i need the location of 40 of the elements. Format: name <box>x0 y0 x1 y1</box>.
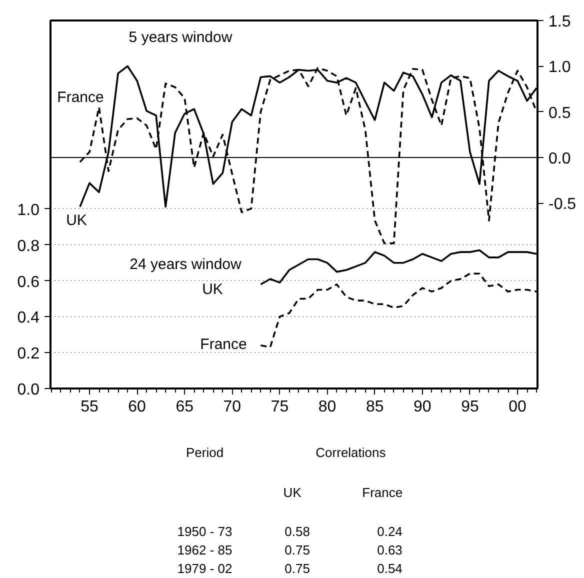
x-tick-label: 55 <box>80 398 98 416</box>
y2-tick-label: 1.5 <box>548 14 571 30</box>
annotation: France <box>200 336 247 353</box>
y-tick-label: 0.0 <box>17 382 40 398</box>
x-tick-label: 95 <box>461 398 479 416</box>
y-tick-label: 0.8 <box>17 238 40 255</box>
text: France <box>362 485 403 500</box>
text: 1950 - 73 <box>177 524 232 539</box>
annotation: UK <box>66 212 87 229</box>
text: 0.75 <box>284 542 310 558</box>
x-tick-label: 70 <box>223 398 242 416</box>
y2-tick-label: 0.0 <box>548 150 571 168</box>
y2-tick-label: -0.5 <box>548 196 576 214</box>
annotation: 5 years window <box>128 29 232 46</box>
y-tick-label: 0.2 <box>17 346 40 363</box>
text: 0.63 <box>377 542 402 558</box>
x-tick-label: 85 <box>366 398 384 416</box>
text: UK <box>283 485 302 500</box>
annotation: 24 years window <box>130 256 242 273</box>
y-tick-label: 0.6 <box>17 274 40 291</box>
text: 0.24 <box>377 524 402 539</box>
x-tick-label: 60 <box>128 398 146 416</box>
y2-tick-label: 1.0 <box>548 59 571 76</box>
x-tick-label: 65 <box>176 398 194 416</box>
annotation: France <box>57 89 104 106</box>
y2-tick-label: 0.5 <box>548 104 571 122</box>
text: 0.58 <box>284 524 310 539</box>
x-tick-label: 90 <box>414 398 432 416</box>
x-tick-label: 00 <box>508 398 527 416</box>
text: 1979 - 02 <box>177 561 232 576</box>
text: 0.75 <box>284 561 310 576</box>
x-tick-label: 80 <box>318 398 336 416</box>
text: Correlations <box>316 445 386 460</box>
text: 1962 - 85 <box>177 542 232 558</box>
y-tick-label: 0.4 <box>17 310 40 327</box>
annotation: UK <box>202 281 223 298</box>
text: Period <box>186 445 224 460</box>
text: 0.54 <box>377 561 402 576</box>
x-tick-label: 75 <box>270 398 289 416</box>
y-tick-label: 1.0 <box>17 202 40 219</box>
